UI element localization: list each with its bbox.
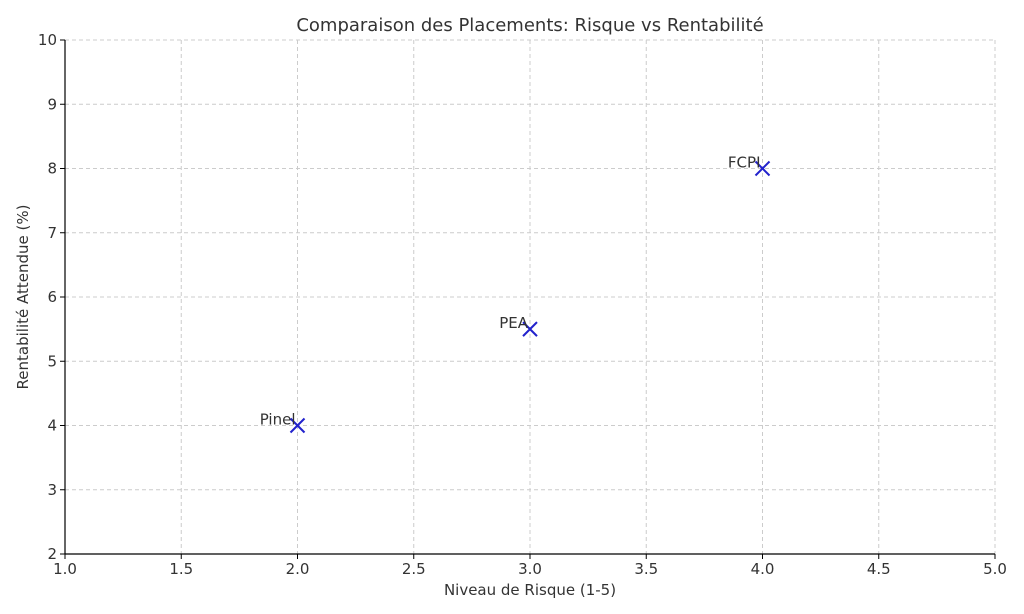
y-tick-label: 2 [47,545,57,563]
x-tick-label: 2.0 [286,560,310,578]
y-tick-label: 3 [47,481,57,499]
point-label-pinel: Pinel [260,411,296,429]
x-tick-label: 1.5 [169,560,193,578]
x-tick-label: 3.5 [634,560,658,578]
data-point-pinel [289,417,306,434]
grid [64,39,996,555]
x-tick-label: 5.0 [983,560,1007,578]
y-tick-label: 5 [47,352,57,370]
axes [60,39,996,559]
y-tick-label: 9 [47,95,57,113]
y-tick-label: 10 [38,31,57,49]
y-tick-label: 4 [47,417,57,435]
x-tick-label: 1.0 [53,560,77,578]
x-tick-label: 2.5 [402,560,426,578]
data-point-pea [522,321,538,337]
x-axis-label: Niveau de Risque (1-5) [444,581,616,599]
y-tick-label: 8 [47,160,57,178]
y-tick-label: 6 [47,288,57,306]
x-tick-label: 3.0 [518,560,542,578]
x-tick-label: 4.5 [867,560,891,578]
tick-labels: 1.0 1.5 2.0 2.5 3.0 3.5 4.0 4.5 5.0 2 3 4 5 6 7 8 9 10 [38,31,1007,578]
point-label-pea: PEA [499,314,529,332]
data-point-fcpi [754,160,771,177]
point-label-fcpi: FCPI [728,154,761,172]
x-tick-label: 4.0 [751,560,775,578]
chart-title: Comparaison des Placements: Risque vs Re… [296,15,763,36]
y-axis-label: Rentabilité Attendue (%) [14,205,32,390]
data-points: Pinel PEA FCPI [260,154,771,434]
y-tick-label: 7 [47,224,57,242]
